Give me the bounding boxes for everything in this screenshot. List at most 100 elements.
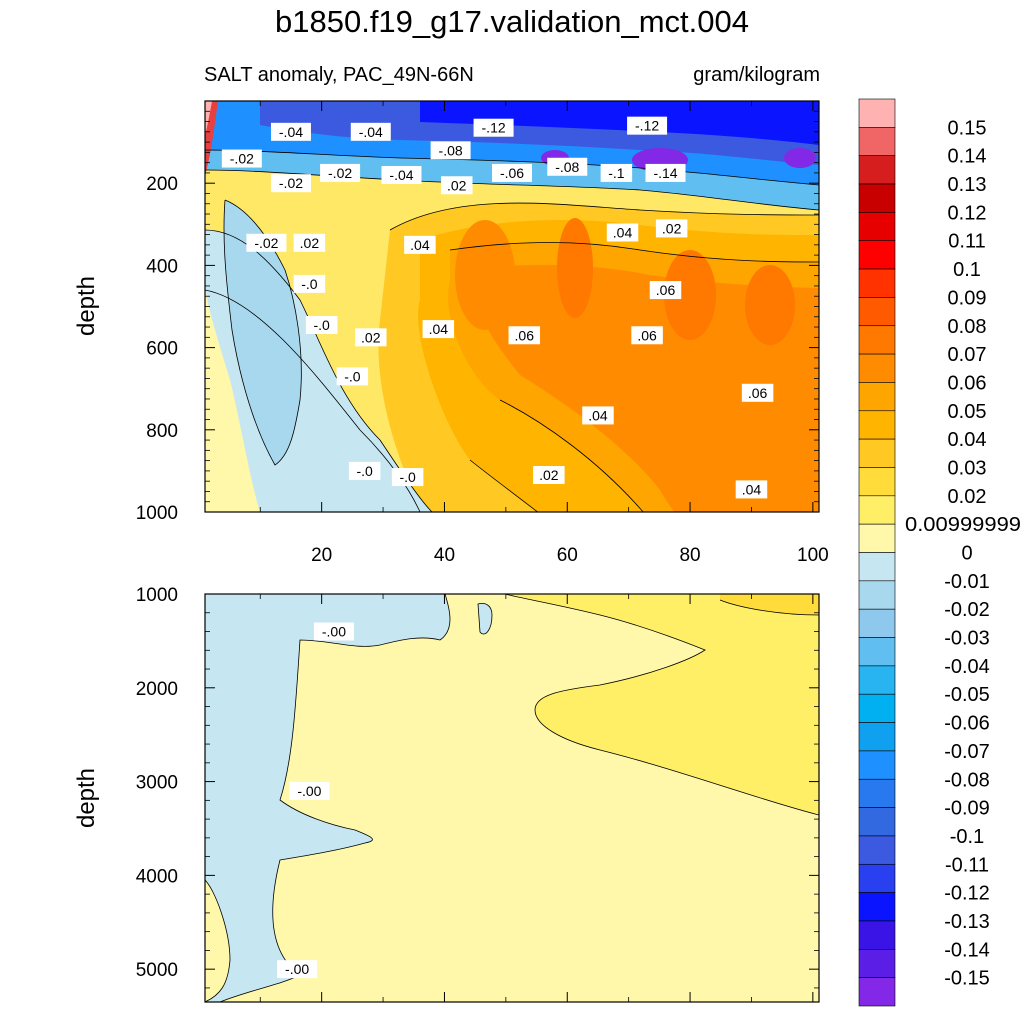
colorbar-swatch (858, 495, 896, 525)
y-tick-label: 800 (146, 421, 178, 442)
x-tick-label: 60 (557, 545, 578, 566)
contour-label: .02 (533, 466, 565, 485)
contour-label-box (492, 163, 532, 182)
lower-y-axis-label: depth (73, 768, 100, 828)
colorbar-swatch (858, 637, 896, 667)
colorbar-label: 0.05 (948, 401, 987, 423)
contour-label-text: -.0 (313, 317, 330, 333)
colorbar-swatch (858, 892, 896, 922)
contour-label: .04 (735, 480, 768, 499)
lower-field-neg001 (205, 594, 450, 1002)
contour-label: -.0 (336, 367, 369, 386)
y-tick-label: 3000 (136, 773, 178, 794)
contour-label-box (293, 274, 326, 293)
lower-field-0-edge (205, 880, 230, 1002)
x-tick-label: 100 (797, 545, 829, 566)
contour-label-box (336, 367, 369, 386)
contour-label-text: .02 (300, 235, 320, 251)
colorbar-swatch (858, 949, 896, 978)
colorbar-swatch (858, 325, 896, 355)
contour-label: .06 (631, 326, 663, 345)
contour-label-text: -.02 (254, 235, 278, 251)
colorbar-swatch (858, 807, 896, 837)
contour-label: .06 (741, 383, 774, 402)
contour-label-box (293, 233, 326, 252)
contour-label-text: .06 (515, 327, 535, 343)
contour-label: .04 (606, 223, 639, 242)
contour-label-box (508, 326, 541, 345)
colorbar-label: -0.13 (944, 911, 990, 933)
contour-label-text: -.02 (230, 151, 254, 167)
contour-label-text: -.06 (500, 165, 524, 181)
colorbar-swatch (858, 835, 896, 865)
contour-label-text: .04 (588, 407, 608, 423)
colorbar-swatch (858, 580, 896, 610)
colorbar-swatch (858, 552, 896, 582)
contour-label-box (533, 466, 565, 485)
contour-label: -.06 (492, 163, 532, 182)
upper-field-neg013 (420, 101, 819, 145)
colorbar-label: 0.00999999 (905, 514, 1021, 536)
contour-label: -.04 (350, 122, 391, 141)
contour-label-box (348, 461, 381, 480)
contour-label-text: .06 (748, 385, 768, 401)
y-tick-label: 5000 (136, 960, 178, 981)
lower-panel: depth 1000 2000 3000 4000 5000 -.00 -.00 -.00 (73, 585, 820, 1003)
contour-label: .02 (355, 328, 387, 347)
colorbar-swatch (858, 127, 896, 156)
contour-label-box (289, 781, 330, 800)
contour-label: .04 (422, 320, 455, 339)
lower-x-axis (259, 594, 814, 1002)
colorbar-label: 0.14 (948, 146, 987, 168)
contour-label-box (277, 960, 318, 979)
lower-field-002 (720, 594, 819, 615)
contour-label: -.00 (277, 960, 318, 979)
contour-label-box (440, 176, 473, 195)
contour-label-box (305, 315, 338, 334)
y-tick-label: 200 (146, 174, 178, 195)
contour-label: .06 (508, 326, 541, 345)
y-tick-label: 600 (146, 339, 178, 360)
colorbar-label: -0.06 (944, 713, 990, 735)
contour-label: -.08 (547, 157, 588, 176)
contour-label-box (631, 326, 663, 345)
contour-label: -.00 (289, 781, 330, 800)
contour-label-box (655, 219, 688, 238)
contour-label: -.0 (293, 274, 326, 293)
colorbar-label: 0.07 (948, 344, 987, 366)
contour-label-box (741, 383, 774, 402)
colorbar-swatch (858, 268, 896, 298)
colorbar-label: 0.15 (948, 117, 987, 139)
contour-label: -.12 (627, 116, 668, 135)
y-tick-label: 4000 (136, 866, 178, 887)
contour-label: .04 (582, 406, 614, 425)
contour-label: -.02 (320, 163, 361, 182)
lower-plot-frame (204, 593, 820, 1003)
colorbar-swatch (858, 977, 896, 1007)
colorbar-swatch (858, 382, 896, 412)
colorbar-label: -0.01 (944, 571, 990, 593)
colorbar-swatch (858, 297, 896, 327)
contour-label-box (270, 122, 311, 141)
contour-label: -.0 (348, 461, 381, 480)
colorbar-label: 0.1 (953, 259, 981, 281)
contour-label-text: .02 (662, 220, 682, 236)
contour-label-text: .06 (637, 327, 657, 343)
colorbar-label: -0.08 (944, 769, 990, 791)
contour-label-text: -.08 (555, 159, 579, 175)
contour-label-text: -.00 (322, 624, 346, 640)
colorbar-label: -0.12 (944, 883, 990, 905)
contour-label-text: .04 (742, 481, 762, 497)
contour-label-box (320, 163, 361, 182)
colorbar-swatch (858, 410, 896, 440)
contour-label-text: -.00 (297, 783, 321, 799)
colorbar-swatch (858, 722, 896, 752)
contour-label-box (404, 235, 436, 254)
colorbar-label: -0.15 (944, 968, 990, 990)
upper-contour-labels: -.04 -.04 -.12 -.12 -.08 -.02 -.02 -.04 -.06 -.08… (221, 116, 774, 499)
contour-label: -.02 (270, 174, 311, 193)
contour-label: -.12 (473, 118, 514, 137)
contour-label-text: -.00 (285, 961, 309, 977)
contour-label-text: -.02 (328, 165, 352, 181)
